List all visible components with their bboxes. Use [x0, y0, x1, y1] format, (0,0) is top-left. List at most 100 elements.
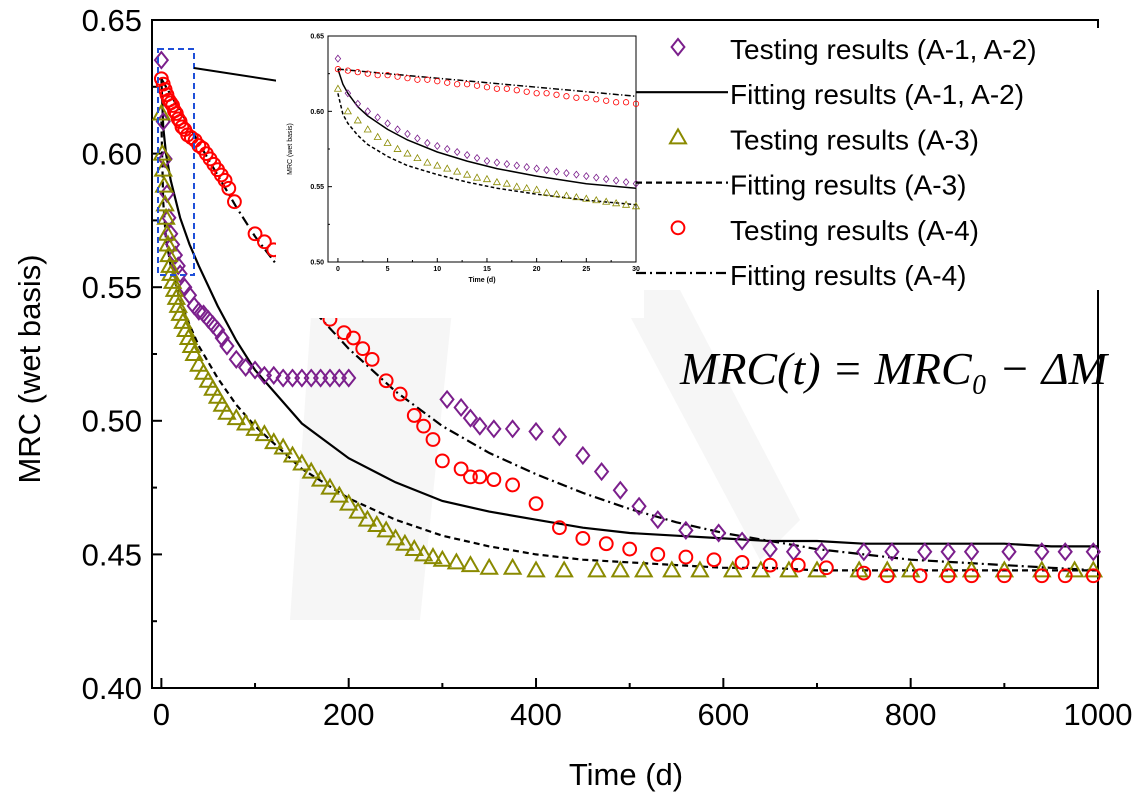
- legend-label: Fitting results (A-4): [730, 260, 967, 291]
- main-data-point: [940, 542, 956, 562]
- main-data-point: [378, 373, 394, 389]
- main-data-point: [217, 172, 233, 188]
- main-data-point: [940, 568, 956, 584]
- inset-data-point: [414, 76, 421, 83]
- inset-data-point: [364, 107, 371, 116]
- inset-y-axis-label: MRC (wet basis): [287, 123, 294, 175]
- legend-label: Fitting results (A-1, A-2): [730, 79, 1024, 110]
- x-axis-label: Time (d): [569, 757, 683, 792]
- inset-data-point: [393, 144, 402, 152]
- main-data-point: [217, 402, 237, 420]
- inset-x-tick-label: 5: [386, 266, 390, 273]
- main-data-point: [650, 510, 666, 530]
- main-data-point: [425, 432, 441, 447]
- main-data-point: [762, 557, 778, 573]
- inset-data-point: [513, 87, 520, 94]
- inset-data-point: [503, 85, 510, 92]
- main-data-point: [610, 560, 631, 578]
- inset-series-markers-0: [334, 54, 640, 188]
- main-data-point: [1083, 560, 1104, 578]
- inset-data-point: [344, 67, 351, 74]
- main-x-tick-label: 800: [885, 697, 937, 732]
- main-data-point: [338, 493, 359, 511]
- main-data-point: [254, 424, 275, 442]
- inset-data-point: [354, 99, 362, 108]
- main-data-point: [160, 255, 180, 273]
- inset-data-point: [583, 172, 590, 181]
- main-data-point: [264, 432, 284, 450]
- inset-data-point: [552, 189, 561, 198]
- main-data-point: [504, 419, 521, 439]
- main-data-point: [722, 560, 743, 578]
- main-data-point: [710, 523, 727, 543]
- main-data-point: [1001, 542, 1017, 562]
- legend-label: Testing results (A-1, A-2): [730, 34, 1037, 65]
- inset-data-point: [573, 170, 580, 179]
- main-data-point: [355, 341, 371, 357]
- main-data-point: [423, 547, 443, 565]
- inset-x-tick-label: 25: [582, 266, 590, 273]
- main-data-point: [416, 418, 432, 434]
- inset-data-point: [394, 73, 401, 80]
- inset-data-point: [404, 129, 411, 138]
- inset-chart: 0 5 10 15 20 25 30 0.50 0.55 0.60 0.65 Time (d) MRC …: [276, 32, 644, 318]
- inset-data-point: [424, 138, 431, 148]
- inset-data-point: [373, 132, 382, 140]
- main-data-point: [245, 418, 265, 436]
- main-data-point: [184, 343, 204, 361]
- legend-label: Fitting results (A-3): [730, 170, 967, 201]
- inset-data-point: [334, 66, 342, 73]
- main-data-point: [341, 368, 357, 388]
- main-data-point: [734, 531, 750, 551]
- inset-data-point: [444, 79, 451, 86]
- main-data-point: [678, 520, 694, 540]
- inset-data-point: [394, 125, 401, 134]
- main-axis-ticks: 0 200 400 600 800 10000.400.450.500.550.600.6…: [82, 3, 1133, 732]
- main-data-point: [266, 365, 282, 385]
- main-data-point: [219, 336, 235, 356]
- main-data-point: [207, 386, 228, 404]
- main-data-point: [472, 416, 488, 436]
- main-data-point: [170, 111, 186, 127]
- inset-data-point: [404, 75, 411, 82]
- main-data-point: [453, 461, 469, 477]
- inset-data-point: [522, 183, 531, 192]
- inset-y-tick-label: 0.55: [310, 184, 324, 191]
- inset-data-point: [443, 164, 452, 172]
- inset-x-tick-label: 10: [433, 266, 441, 273]
- main-data-point: [1064, 560, 1085, 578]
- main-data-point: [367, 514, 387, 533]
- inset-data-point: [344, 89, 352, 98]
- inset-data-point: [434, 141, 441, 151]
- main-x-tick-label: 400: [510, 697, 562, 732]
- inset-data-point: [621, 200, 631, 208]
- inset-background: [276, 32, 644, 318]
- inset-data-point: [523, 88, 530, 95]
- main-data-point: [1034, 542, 1050, 562]
- inset-data-point: [543, 166, 550, 175]
- main-x-tick-label: 600: [697, 697, 749, 732]
- legend: Testing results (A-1, A-2) Fitting result…: [636, 28, 1100, 291]
- main-data-point: [183, 130, 199, 145]
- main-data-point: [273, 437, 293, 455]
- main-x-tick-label: 0: [153, 697, 170, 732]
- main-data-point: [612, 480, 628, 500]
- legend-label: Testing results (A-4): [730, 215, 979, 246]
- main-data-point: [1057, 542, 1073, 562]
- main-data-point: [166, 287, 187, 305]
- main-data-point: [227, 194, 242, 210]
- main-data-point: [650, 547, 666, 562]
- main-data-point: [177, 277, 193, 297]
- main-data-point: [587, 560, 607, 578]
- main-data-point: [453, 397, 469, 418]
- main-data-point: [235, 413, 256, 431]
- main-data-point: [1032, 560, 1052, 578]
- main-series-line-1: [160, 78, 1098, 548]
- main-data-point: [164, 279, 185, 297]
- main-data-point: [162, 271, 183, 289]
- main-data-point: [486, 419, 502, 439]
- inset-data-point: [572, 193, 581, 201]
- inset-data-point: [384, 119, 391, 128]
- inset-data-point: [563, 93, 570, 100]
- y-axis-label: MRC (wet basis): [12, 254, 47, 483]
